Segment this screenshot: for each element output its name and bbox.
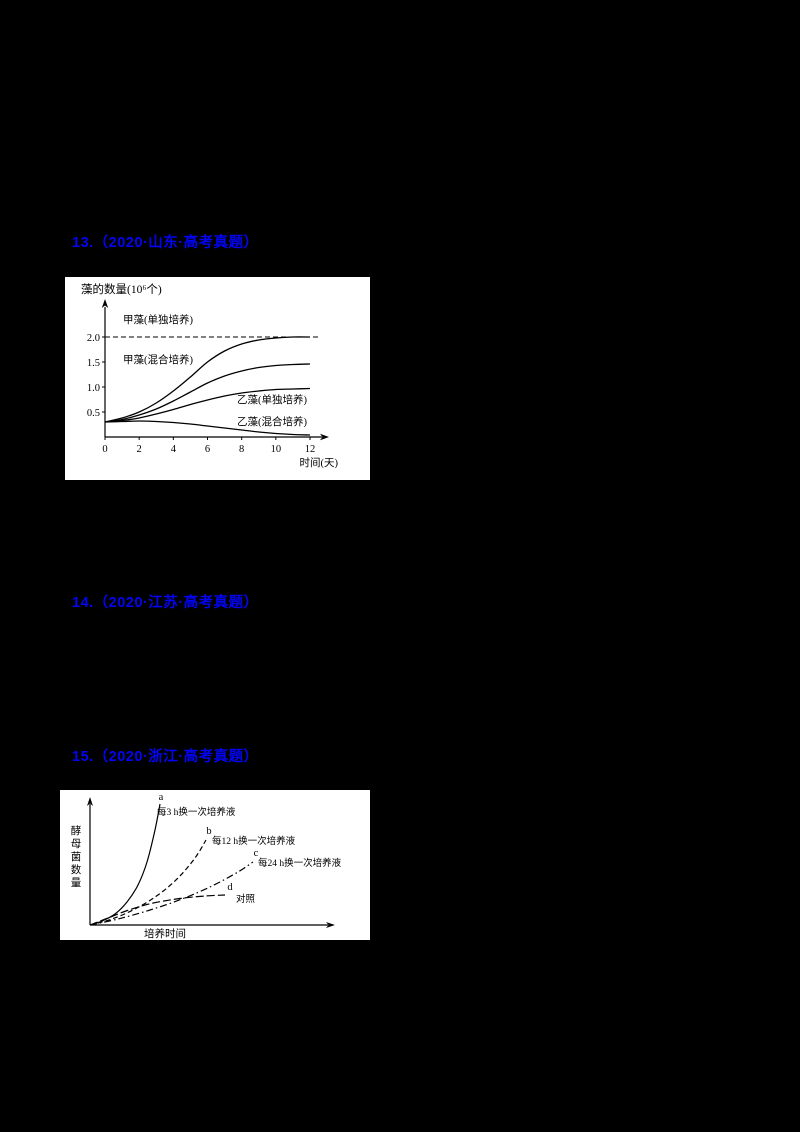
curve-label-d: 对照 — [236, 893, 256, 905]
y-tick-label: 1.0 — [87, 383, 100, 394]
curve-乙藻(单独培养) — [104, 387, 311, 423]
curve-甲藻(单独培养) — [104, 336, 311, 423]
x-tick-label: 12 — [305, 444, 316, 455]
x-tick-label: 0 — [102, 444, 107, 455]
curve-label: 乙藻(混合培养) — [237, 415, 307, 428]
curve-label: 乙藻(单独培养) — [237, 393, 307, 406]
question-15-header-link[interactable]: 15.（2020·浙江·高考真题） — [72, 749, 259, 765]
y-axis-title-char: 酵 — [71, 825, 82, 837]
y-axis-title-char: 菌 — [71, 851, 82, 863]
y-tick-label: 0.5 — [87, 408, 100, 419]
y-axis-title-char: 数 — [71, 863, 82, 876]
curve-letter-d: d — [227, 882, 233, 893]
curve-label: 甲藻(混合培养) — [123, 353, 193, 366]
x-tick-label: 2 — [137, 444, 142, 455]
y-tick-label: 2.0 — [87, 333, 100, 344]
y-axis-arrow-icon — [101, 299, 109, 308]
x-axis-arrow-icon — [326, 922, 335, 928]
question-13-header-link[interactable]: 13.（2020·山东·高考真题） — [72, 235, 259, 251]
curve-label-a: 每3 h换一次培养液 — [157, 806, 236, 818]
curve-甲藻(混合培养) — [104, 363, 311, 423]
y-tick-label: 1.5 — [87, 358, 100, 369]
axes — [89, 804, 328, 926]
curve-d — [89, 894, 226, 926]
x-axis-title: 时间(天) — [300, 456, 339, 469]
y-axis-title: 藻的数量(10⁶个) — [81, 282, 162, 296]
x-tick-label: 10 — [271, 444, 282, 455]
y-axis-arrow-icon — [87, 797, 93, 806]
curve-letter-a: a — [159, 792, 164, 803]
curve-label-c: 每24 h换一次培养液 — [258, 857, 342, 869]
x-tick-label: 4 — [171, 444, 177, 455]
curve-label: 甲藻(单独培养) — [123, 313, 193, 326]
x-tick-label: 6 — [205, 444, 210, 455]
x-tick-label: 8 — [239, 444, 244, 455]
curve-label-b: 每12 h换一次培养液 — [212, 835, 296, 847]
y-axis-title-char: 量 — [71, 877, 82, 889]
y-axis-title-char: 母 — [71, 838, 82, 850]
curve-b — [89, 839, 207, 926]
yeast-culture-chart-figure: 酵母菌数量 a 每3 h换一次培养液 b 每12 h换一次培养液 c 每24 h换一次培养液… — [60, 790, 370, 940]
algae-growth-chart-figure: 0 2 4 6 8 10 12 0.5 1.0 1.5 2.0 藻的数量(10⁶个) 甲藻(单独培养) 甲… — [65, 277, 370, 480]
curve-乙藻(混合培养) — [104, 420, 311, 436]
question-14-header-link[interactable]: 14.（2020·江苏·高考真题） — [72, 595, 259, 611]
axes — [104, 307, 322, 438]
x-axis-title: 培养时间 — [144, 927, 186, 940]
curve-letter-b: b — [206, 826, 211, 837]
x-axis-arrow-icon — [320, 433, 329, 441]
curve-letter-c: c — [254, 848, 259, 859]
algae-growth-chart: 0 2 4 6 8 10 12 0.5 1.0 1.5 2.0 藻的数量(10⁶个) 甲藻(单独培养) 甲… — [81, 282, 339, 469]
curve-a — [89, 803, 161, 926]
